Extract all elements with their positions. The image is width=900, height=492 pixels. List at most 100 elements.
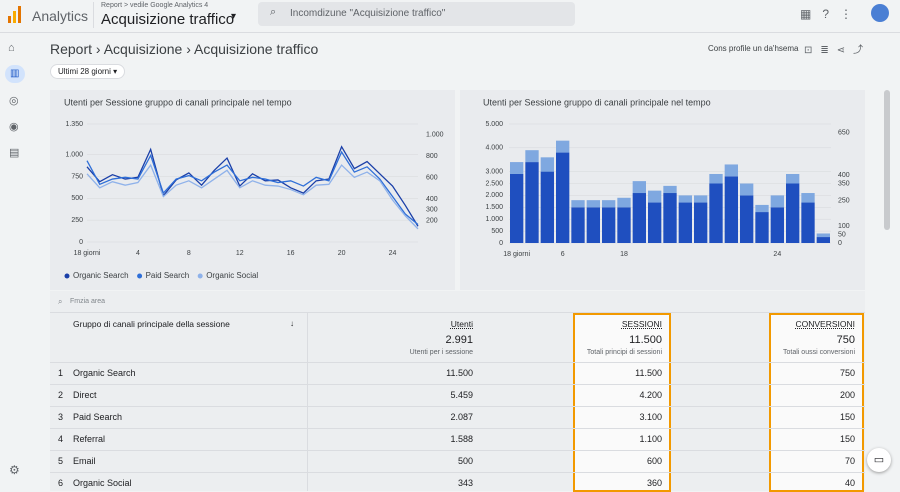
avatar[interactable] [871,4,889,22]
y2-tick-label: 600 [426,174,438,181]
dropdown-arrow[interactable]: ▾ [231,11,237,22]
total-value: 750 [836,334,855,346]
app-name: Analytics [32,8,89,24]
row-value: 40 [844,478,855,488]
charts: Utenti per Sessione gruppo di canali pri… [64,97,850,280]
row-label[interactable]: Paid Search [73,412,123,422]
x-tick-label: 24 [389,250,397,257]
property-picker[interactable]: Acquisizione traffico [101,11,235,28]
search-icon: ⌕ [270,6,277,18]
column-header[interactable]: SESSIONI [621,319,662,329]
row-value: 11.500 [635,368,662,378]
nav-settings[interactable]: ⚙ [9,463,20,477]
nav-reports[interactable] [5,65,25,83]
row-label[interactable]: Direct [73,390,97,400]
y2-tick-label: 100 [838,223,850,230]
row-value: 3.100 [639,412,662,422]
y-tick-label: 4.000 [485,145,503,152]
row-rank: 1 [58,368,64,378]
scrollbar [884,90,890,230]
row-label[interactable]: Organic Search [73,368,136,378]
row-value: 150 [839,434,855,444]
y-tick-label: 1.000 [485,216,503,223]
header-icons[interactable]: ▦?⋮ [800,7,864,21]
x-tick-label: 20 [338,250,346,257]
row-value: 600 [646,456,662,466]
y-tick-label: 0 [79,239,83,246]
bar-segment [724,164,738,177]
crumb: Acquisizione traffico [193,41,319,57]
row-value: 70 [844,456,855,466]
x-tick-label: 18 giorni [74,250,101,257]
column-header[interactable]: CONVERSIONI [795,319,855,329]
row-value: 500 [457,456,473,466]
bar-segment [786,173,800,184]
bar-segment [694,195,708,203]
search-placeholder[interactable]: Incomdizune "Acquisizione traffico" [290,8,446,19]
row-rank: 5 [58,456,64,466]
feedback-button[interactable]: ▭ [867,448,891,472]
row-divider [50,406,865,407]
column-header[interactable]: Utenti [450,319,473,329]
y-tick-label: 0 [499,240,503,247]
line [86,163,419,230]
bar-segment [556,140,570,153]
row-value: 1.100 [639,434,662,444]
row-label[interactable]: Organic Social [73,478,132,488]
legend-marker [137,273,143,279]
y2-tick-label: 250 [838,197,850,204]
row-label[interactable]: Referral [73,434,106,444]
y2-tick-label: 50 [838,231,846,238]
x-tick-label: 24 [773,251,781,258]
sidebar [0,33,30,491]
row-value: 2.087 [450,412,473,422]
y2-tick-label: 650 [838,129,850,136]
crumb[interactable]: Acquisizione [103,41,183,57]
bar-segment [770,195,784,208]
page-breadcrumb: Report › Acquisizione › Acquisizione tra… [50,41,319,57]
logo [8,6,21,23]
bar-segment [632,181,646,194]
bar-segment [755,204,769,213]
nav-advertising[interactable]: ◉ [9,121,19,133]
y2-tick-label: 800 [426,153,438,160]
crumb[interactable]: Report [50,41,93,57]
y-tick-label: 1.350 [65,121,83,128]
customize-link[interactable]: Cons profile un da'hsema [708,44,799,53]
y-tick-label: 1.000 [65,151,83,158]
nav-explore[interactable]: ◎ [9,95,19,107]
search-icon: ⌕ [58,297,63,306]
column-header[interactable]: Gruppo di canali principale della sessio… [73,319,230,329]
bar-segment [663,193,677,243]
row-rank: 6 [58,478,64,488]
bar-segment [510,173,524,243]
account-crumb[interactable]: Report > vedile Google Analytics 4 [101,2,209,9]
bar-segment [556,152,570,243]
search-box[interactable] [258,2,575,26]
table-search[interactable]: Fmzia area [70,298,106,305]
date-range: Ultimi 28 giorni [58,67,111,76]
y-tick-label: 2.000 [485,192,503,199]
row-label[interactable]: Email [73,456,96,466]
y-tick-label: 500 [491,228,503,235]
legend-marker [197,273,203,279]
bar-segment [571,200,585,208]
row-divider [50,450,865,451]
divider [50,312,865,313]
nav-home[interactable]: ⌂ [8,42,15,54]
bar-segment [740,195,754,243]
total-label: Totali oussi conversioni [783,349,855,356]
chart-title: Utenti per Sessione gruppo di canali pri… [64,97,292,107]
bar-segment [632,193,646,243]
date-chip[interactable]: Ultimi 28 giorni ▾ [50,64,126,79]
y-tick-label: 750 [71,173,83,180]
row-divider [50,384,865,385]
row-value: 200 [839,390,855,400]
nav-configure[interactable]: ▤ [9,147,20,159]
table-card [50,291,865,491]
highlight-box [769,313,864,492]
bar-segment [740,183,754,196]
line [86,145,419,227]
toolbar-icons[interactable]: ⊡≣⋖⤴ [804,45,872,56]
bar-segment [678,202,692,243]
